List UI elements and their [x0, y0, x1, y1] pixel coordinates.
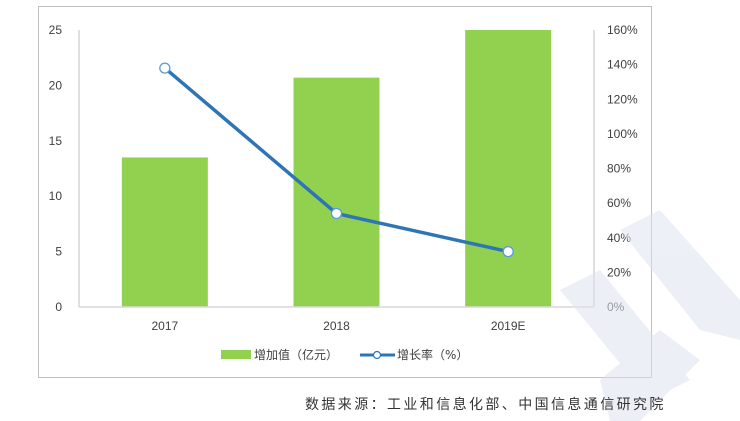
- right-axis-tick-label: 160%: [607, 23, 638, 37]
- legend: 增加值（亿元） 增长率（%）: [221, 347, 468, 362]
- right-axis-tick-label: 20%: [607, 265, 631, 279]
- left-axis-tick-label: 20: [49, 78, 63, 92]
- x-axis-tick-label: 2019E: [491, 319, 526, 333]
- left-axis-tick-label: 0: [55, 300, 62, 314]
- right-axis-tick-label: 140%: [607, 58, 638, 72]
- left-axis-ticks: 0 5 10 15 20 25: [49, 23, 63, 314]
- line-point-marker-2017: [159, 62, 171, 74]
- right-axis-tick-label: 0%: [607, 300, 625, 314]
- legend-line-label: 增长率（%）: [397, 347, 468, 362]
- right-axis-tick-label: 100%: [607, 127, 638, 141]
- bar-series: [121, 30, 552, 307]
- x-axis-tick-label: 2017: [151, 319, 178, 333]
- right-axis-ticks: 0% 20% 40% 60% 80% 100% 120% 140% 160%: [607, 23, 638, 314]
- line-series: [159, 62, 514, 258]
- right-axis-tick-label: 80%: [607, 162, 631, 176]
- line-point-marker-2019E: [502, 245, 514, 258]
- bar-2018: [293, 77, 380, 307]
- left-axis-tick-label: 5: [55, 245, 62, 259]
- left-axis-tick-label: 25: [49, 23, 63, 37]
- bar-2017: [121, 157, 208, 307]
- right-axis-tick-label: 60%: [607, 196, 631, 210]
- x-axis-ticks: 2017 2018 2019E: [151, 319, 525, 333]
- right-axis-tick-label: 120%: [607, 92, 638, 106]
- legend-line-marker-icon: [372, 350, 382, 360]
- source-note: 数据来源：工业和信息化部、中国信息通信研究院: [305, 397, 666, 413]
- bar-2019E: [465, 30, 552, 307]
- left-axis-tick-label: 15: [49, 134, 63, 148]
- legend-bar-label: 增加值（亿元）: [254, 347, 338, 362]
- left-axis-tick-label: 10: [49, 189, 63, 203]
- legend-bar-swatch: [221, 350, 251, 359]
- line-point-marker-2018: [330, 207, 343, 220]
- x-axis-tick-label: 2018: [323, 319, 350, 333]
- right-axis-tick-label: 40%: [607, 231, 631, 245]
